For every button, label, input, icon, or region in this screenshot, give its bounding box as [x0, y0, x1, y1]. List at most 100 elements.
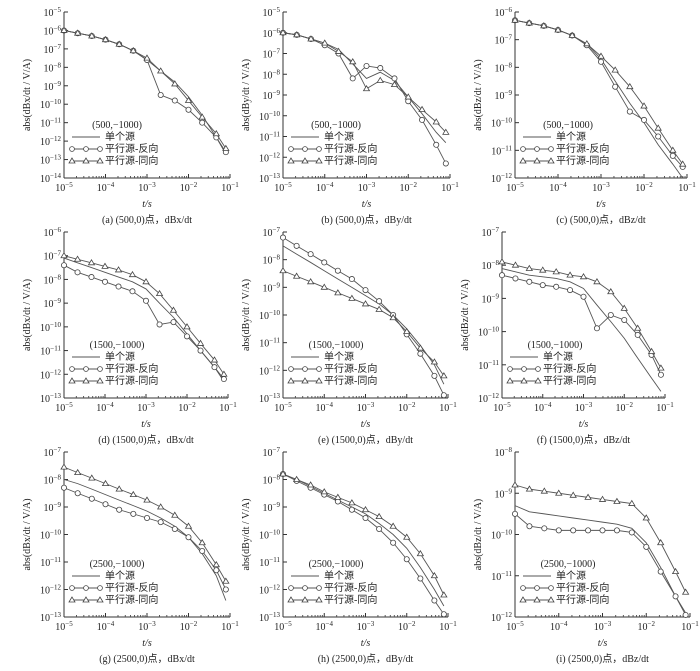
legend-marker-triangle	[287, 377, 295, 384]
legend-marker-triangle	[533, 157, 541, 164]
data-point-triangle	[671, 567, 680, 575]
legend-marker-triangle	[301, 596, 309, 603]
y-tick-label: 10−12	[259, 584, 280, 597]
series-line-1	[63, 30, 227, 153]
data-point-triangle	[184, 96, 193, 103]
data-point-triangle	[540, 22, 548, 29]
data-point-circle	[417, 575, 424, 582]
data-point-triangle	[334, 493, 342, 500]
data-point-circle	[197, 347, 204, 354]
legend-marker-triangle	[287, 596, 295, 603]
data-point-triangle	[196, 339, 205, 346]
data-point-triangle	[348, 294, 356, 301]
legend-title: (500,−1000)	[311, 120, 361, 131]
y-tick-label: 10−7	[263, 446, 281, 459]
y-tick-label: 10−7	[44, 446, 62, 459]
data-point-triangle	[156, 67, 165, 74]
y-tick-label: 10−10	[259, 309, 280, 322]
data-point-triangle	[115, 485, 123, 492]
y-tick-label: 10−11	[259, 337, 280, 350]
data-point-circle	[142, 297, 149, 304]
y-tick-label: 10−9	[495, 487, 513, 500]
series-line-0	[282, 32, 447, 144]
x-tick-label: 10−3	[138, 620, 156, 633]
x-tick-label: 10−2	[398, 401, 416, 414]
data-point-circle	[211, 364, 218, 371]
legend-label: 平行源-同向	[556, 154, 609, 167]
legend-title: (2500,−1000)	[90, 559, 145, 570]
legend-marker-triangle	[315, 157, 323, 164]
x-tick-label: 10−1	[439, 401, 457, 414]
legend-marker-circle	[520, 585, 526, 591]
x-tick-label: 10−5	[506, 181, 524, 194]
y-axis-label: abs(dBy/dt / V/A)	[241, 59, 252, 131]
legend-marker-circle	[69, 146, 75, 152]
legend-title: (2500,−1000)	[541, 559, 596, 570]
x-tick-label: 10−2	[638, 620, 656, 633]
legend-marker-circle	[316, 366, 322, 372]
legend-title: (2500,−1000)	[309, 559, 364, 570]
y-tick-label: 10−13	[40, 392, 61, 405]
data-point-triangle	[654, 124, 662, 131]
x-tick-label: 10−5	[55, 181, 73, 194]
data-point-triangle	[418, 105, 426, 112]
legend-label: 平行源-反向	[324, 362, 377, 375]
x-tick-label: 10−4	[316, 181, 334, 194]
data-point-circle	[116, 506, 123, 513]
data-point-triangle	[540, 487, 549, 494]
data-point-circle	[349, 75, 356, 82]
x-tick-label: 10−2	[616, 401, 634, 414]
x-tick-label: 10−5	[493, 401, 511, 414]
legend-marker-triangle	[547, 157, 555, 164]
y-tick-label: 10−6	[495, 6, 513, 19]
legend-label: 平行源-同向	[105, 374, 158, 387]
legend-marker-circle	[302, 585, 308, 591]
data-point-circle	[348, 276, 355, 283]
legend-marker-triangle	[287, 157, 295, 164]
data-point-circle	[88, 495, 95, 502]
x-tick-label: 10−4	[316, 401, 334, 414]
y-tick-label: 10−12	[478, 392, 499, 405]
legend-marker-circle	[97, 366, 103, 372]
data-point-triangle	[416, 549, 425, 557]
legend-marker-triangle	[519, 157, 527, 164]
y-tick-label: 10−7	[263, 48, 281, 61]
series-line-0	[63, 257, 225, 382]
legend-title: (1500,−1000)	[528, 340, 583, 351]
x-axis-label: t/s	[361, 419, 371, 430]
data-point-triangle	[569, 491, 577, 498]
data-point-circle	[171, 526, 178, 533]
data-point-triangle	[389, 313, 397, 321]
y-tick-label: 10−8	[263, 474, 281, 487]
data-point-circle	[641, 116, 648, 123]
y-tick-label: 10−7	[495, 34, 513, 47]
x-axis-label: t/s	[142, 638, 152, 649]
data-point-circle	[376, 298, 383, 305]
data-point-triangle	[169, 306, 178, 313]
data-point-circle	[440, 392, 447, 399]
data-point-triangle	[593, 278, 601, 285]
legend-label: 平行源-同向	[324, 374, 377, 387]
data-point-circle	[199, 548, 206, 555]
panel-i: 10−12 10−11 10−10 10−9 10−8 10−5 10−4 10−3 10−2 1…	[473, 446, 699, 665]
x-tick-label: 10−3	[357, 401, 375, 414]
data-point-triangle	[430, 571, 439, 579]
y-tick-label: 10−10	[40, 98, 61, 111]
data-point-circle	[541, 525, 548, 532]
data-point-triangle	[498, 258, 506, 265]
data-point-triangle	[669, 146, 677, 153]
data-point-circle	[613, 527, 620, 534]
y-tick-label: 10−5	[44, 6, 62, 19]
data-point-circle	[612, 83, 619, 90]
x-tick-label: 10−2	[180, 620, 198, 633]
data-point-circle	[669, 152, 676, 159]
data-point-triangle	[375, 305, 383, 312]
x-tick-label: 10−4	[316, 620, 334, 633]
data-point-triangle	[183, 323, 191, 330]
data-point-triangle	[642, 514, 650, 521]
data-point-circle	[526, 523, 533, 530]
data-point-circle	[222, 586, 229, 593]
data-point-triangle	[511, 261, 520, 268]
legend-marker-triangle	[520, 377, 528, 384]
data-point-triangle	[307, 35, 315, 42]
